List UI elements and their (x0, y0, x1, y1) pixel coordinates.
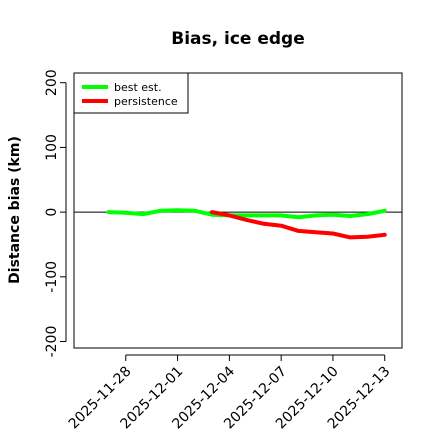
legend-label-best-est: best est. (114, 81, 162, 94)
y-tick-label: 200 (44, 69, 60, 96)
legend-box (73, 72, 189, 114)
y-tick-label: -100 (44, 261, 60, 293)
plot-area (73, 72, 403, 349)
series-line-persistence (210, 210, 387, 240)
y-tick-label: 0 (44, 208, 60, 217)
x-axis: 2025-11-282025-12-012025-12-042025-12-07… (66, 354, 394, 432)
y-axis: -200 -100 0 100 200 (44, 69, 67, 358)
y-tick-label: -200 (44, 326, 60, 358)
y-axis-label: Distance bias (km) (7, 136, 23, 284)
series-layer (106, 208, 387, 240)
legend: best est. persistence (73, 72, 189, 114)
plot-frame (73, 72, 403, 349)
chart-title: Bias, ice edge (171, 29, 305, 49)
series-line-best-est (106, 208, 387, 220)
y-tick-label: 100 (44, 134, 60, 161)
legend-label-persistence: persistence (114, 95, 178, 108)
